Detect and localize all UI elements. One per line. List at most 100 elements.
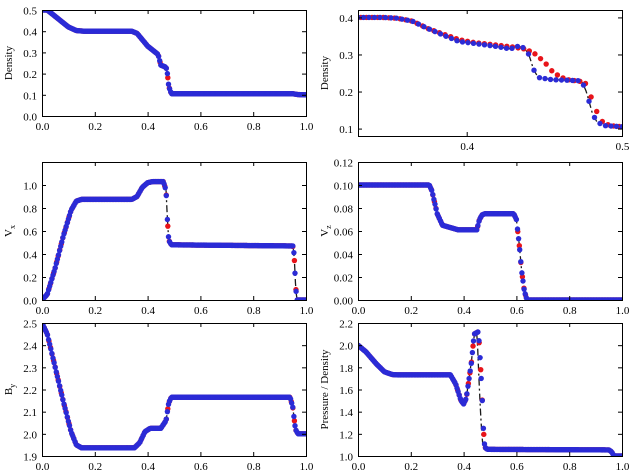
blue-point <box>163 416 169 422</box>
blue-point <box>290 243 296 249</box>
plot-area-vz <box>358 182 622 300</box>
x-tick-label: 0.4 <box>141 305 155 317</box>
y-axis-label: Density <box>319 55 331 90</box>
x-tick-label: 0.8 <box>247 461 261 473</box>
blue-point <box>290 404 296 410</box>
blue-point <box>164 70 171 77</box>
blue-point <box>477 354 483 361</box>
blue-point <box>429 187 435 193</box>
blue-point <box>157 58 163 64</box>
panel-density-zoom: 0.4 0.5 0.1 0.2 0.3 0.4 Density <box>319 10 630 153</box>
blue-point <box>55 252 62 258</box>
y-tick-label: 2.3 <box>23 363 37 375</box>
blue-point <box>519 270 525 276</box>
blue-point <box>492 43 499 50</box>
blue-point <box>478 375 484 382</box>
x-tick-label: 0.8 <box>247 121 261 133</box>
blue-point <box>475 329 481 335</box>
blue-point <box>164 408 171 415</box>
blue-point <box>509 45 515 52</box>
blue-point <box>52 265 58 271</box>
blue-point <box>586 98 592 104</box>
blue-point <box>65 418 72 424</box>
blue-point <box>61 401 67 407</box>
y-tick-label: 0.4 <box>23 27 37 39</box>
plot-area-density-zoom <box>358 14 622 130</box>
blue-point <box>525 51 532 57</box>
blue-point <box>608 123 614 129</box>
blue-point <box>448 35 455 42</box>
blue-point <box>517 246 523 253</box>
y-tick-label: 0.2 <box>339 87 353 99</box>
red-point <box>470 343 476 349</box>
x-tick-label: 0.2 <box>88 461 102 473</box>
red-point <box>478 366 484 373</box>
x-tick-label: 0.4 <box>460 141 474 153</box>
blue-point <box>426 26 433 32</box>
blue-point <box>431 196 437 203</box>
y-tick-label: 0.0 <box>23 112 37 124</box>
x-tick-label: 0.6 <box>194 121 208 133</box>
blue-point <box>62 405 68 412</box>
y-tick-label: 0.3 <box>23 48 37 60</box>
x-tick-label: 0.8 <box>563 305 577 317</box>
panel-pressure-density: 0.0 0.2 0.4 0.6 0.8 1.0 1.0 1.2 1.4 1.6 1.8 2.0 2.2 P… <box>319 319 630 474</box>
blue-point <box>50 355 56 361</box>
blue-point <box>60 396 66 403</box>
plot-area-vx <box>42 178 306 300</box>
blue-point <box>602 122 609 129</box>
y-tick-label: 0.1 <box>339 124 353 136</box>
blue-point <box>470 40 477 47</box>
y-tick-label: 0.6 <box>23 227 37 239</box>
red-point <box>291 257 298 264</box>
blue-point <box>56 247 63 254</box>
blue-point <box>475 222 481 229</box>
blue-point <box>467 368 473 374</box>
y-tick-label: 0.4 <box>339 13 353 25</box>
blue-point <box>465 383 471 389</box>
x-tick-label: 0.6 <box>194 305 208 317</box>
x-tick-label: 0.8 <box>563 461 577 473</box>
x-tick-label: 0.4 <box>457 461 471 473</box>
blue-point <box>44 332 51 338</box>
blue-point <box>399 16 405 22</box>
blue-point <box>291 413 297 420</box>
blue-point <box>432 201 438 207</box>
plot-area-by <box>42 323 306 451</box>
blue-point <box>59 392 65 398</box>
blue-point <box>464 391 470 397</box>
red-point <box>291 418 298 424</box>
blue-point <box>53 260 59 267</box>
blue-point <box>54 373 61 380</box>
blue-point <box>382 14 389 21</box>
blue-point <box>514 226 521 232</box>
blue-point <box>393 15 400 21</box>
x-tick-label: 0.2 <box>404 461 418 473</box>
y-tick-label: 1.0 <box>23 181 37 193</box>
blue-point <box>371 14 378 21</box>
y-tick-label: 2.0 <box>339 341 353 353</box>
blue-point <box>443 33 449 39</box>
blue-point <box>597 120 603 127</box>
x-tick-label: 0.0 <box>352 305 366 317</box>
x-tick-label: 0.2 <box>404 305 418 317</box>
red-point <box>165 74 171 81</box>
axes-frame-density-zoom <box>358 10 623 137</box>
axes-frame-density <box>42 10 307 117</box>
blue-point <box>454 38 460 44</box>
blue-point <box>481 42 488 48</box>
x-tick-label: 1.0 <box>300 121 314 133</box>
blue-point <box>531 67 537 73</box>
blue-point <box>360 14 367 21</box>
blue-point <box>162 184 168 191</box>
blue-point <box>47 341 53 347</box>
blue-point <box>58 387 64 394</box>
blue-point <box>476 41 482 47</box>
blue-point <box>619 453 622 456</box>
y-tick-label: 0.2 <box>23 273 37 285</box>
blue-point <box>287 396 294 402</box>
blue-point <box>547 76 554 83</box>
blue-point <box>474 227 480 233</box>
blue-point <box>498 44 504 50</box>
y-tick-label: 2.4 <box>23 341 37 353</box>
